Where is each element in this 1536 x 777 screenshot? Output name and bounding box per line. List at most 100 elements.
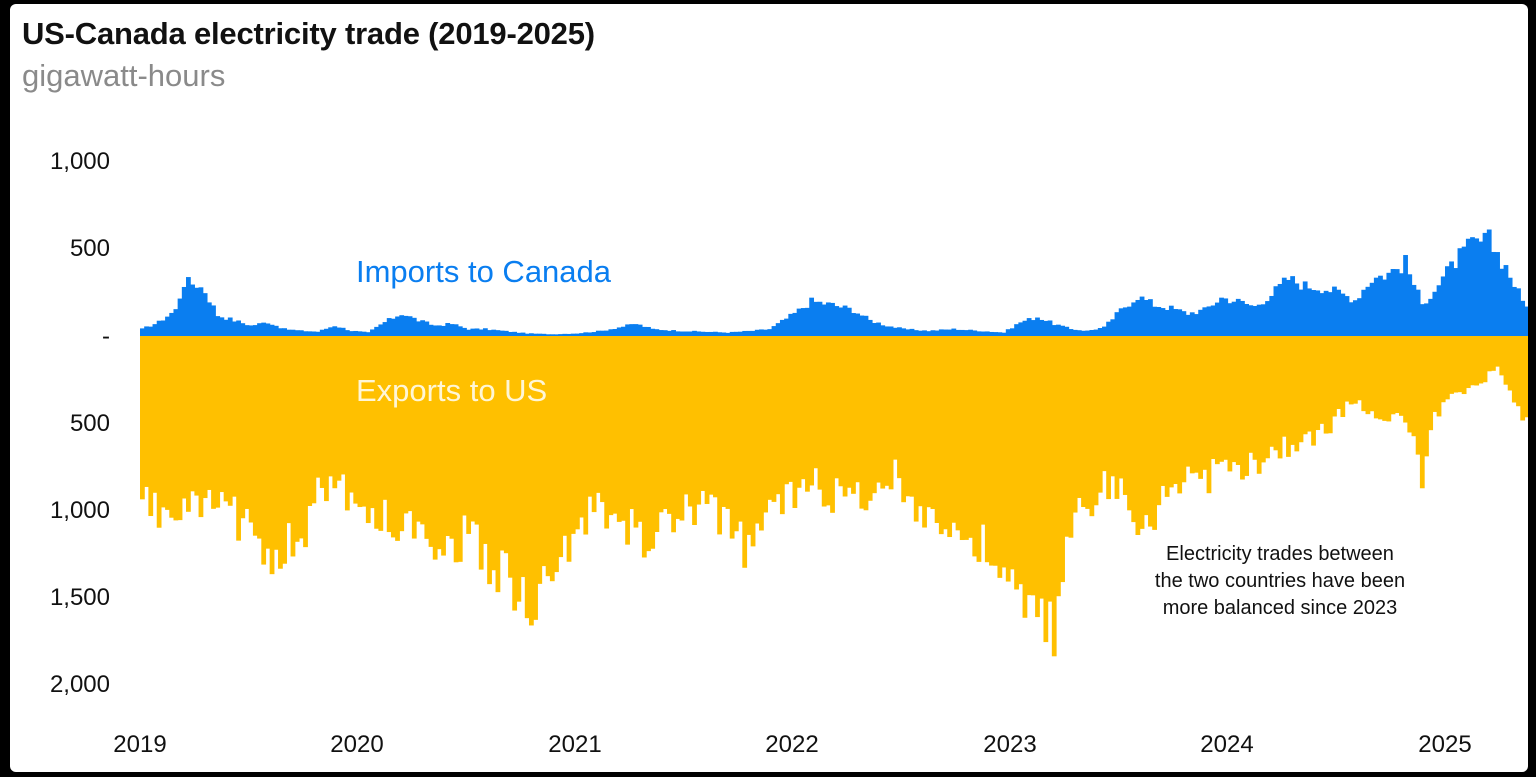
- exports-bar: [1457, 336, 1463, 393]
- imports-bar: [629, 324, 635, 336]
- imports-bar: [1089, 329, 1095, 336]
- exports-bar: [871, 336, 877, 494]
- imports-bar: [215, 316, 221, 336]
- exports-bar: [600, 336, 605, 503]
- exports-bar: [420, 336, 426, 525]
- imports-bar: [922, 330, 927, 336]
- exports-bar: [495, 336, 501, 593]
- imports-bar: [1382, 279, 1388, 336]
- exports-bar: [1319, 336, 1325, 424]
- imports-bar: [303, 331, 308, 336]
- exports-bar: [361, 336, 367, 507]
- imports-bar: [1486, 229, 1492, 336]
- exports-bar: [717, 336, 722, 535]
- exports-bar: [537, 336, 543, 584]
- imports-bar: [909, 328, 915, 336]
- exports-bar: [1005, 336, 1011, 582]
- imports-bar: [738, 331, 743, 336]
- imports-bar: [1520, 300, 1526, 336]
- imports-bar: [403, 315, 409, 336]
- y-tick-label: 1,000: [50, 148, 110, 175]
- imports-bar: [1436, 285, 1442, 336]
- imports-bar: [838, 307, 844, 336]
- exports-bar: [738, 336, 743, 522]
- imports-bar: [984, 331, 990, 336]
- exports-bar: [240, 336, 246, 519]
- imports-series-label: Imports to Canada: [356, 254, 612, 289]
- imports-bar: [186, 277, 191, 336]
- exports-bar: [1340, 336, 1346, 418]
- exports-bar: [303, 336, 308, 548]
- exports-bar: [357, 336, 363, 508]
- imports-bar: [386, 318, 392, 336]
- exports-bar: [838, 336, 844, 487]
- exports-bar: [386, 336, 392, 533]
- exports-bar: [1478, 336, 1484, 384]
- exports-bar: [1202, 336, 1208, 470]
- exports-bar: [1286, 336, 1291, 457]
- imports-bar: [1139, 296, 1145, 336]
- exports-bar: [859, 336, 865, 509]
- exports-bar: [1407, 336, 1413, 433]
- exports-bar: [474, 336, 480, 525]
- imports-bar: [1344, 296, 1350, 336]
- imports-bar: [662, 330, 668, 336]
- exports-bar: [980, 336, 986, 525]
- y-tick-label: 2,000: [50, 671, 110, 698]
- exports-bar: [1449, 336, 1454, 394]
- exports-bar: [754, 336, 760, 524]
- imports-bar: [1223, 298, 1229, 336]
- exports-bar: [1185, 336, 1191, 467]
- imports-bar: [1189, 312, 1195, 336]
- imports-bar: [1327, 292, 1333, 336]
- imports-bar: [654, 329, 660, 336]
- exports-bar: [520, 336, 526, 578]
- exports-bar: [1281, 336, 1287, 437]
- exports-bar: [344, 336, 350, 511]
- imports-bar: [1152, 306, 1157, 336]
- imports-bar: [420, 320, 426, 336]
- exports-bar: [370, 336, 375, 509]
- exports-bar: [800, 336, 806, 480]
- imports-bar: [784, 318, 789, 336]
- chart-title: US-Canada electricity trade (2019-2025): [22, 16, 595, 51]
- imports-bar: [190, 284, 195, 336]
- imports-bar: [374, 326, 380, 336]
- exports-bar: [1382, 336, 1388, 421]
- imports-bar: [650, 328, 656, 336]
- exports-bar: [503, 336, 509, 554]
- exports-bar: [324, 336, 329, 502]
- exports-bar: [1453, 336, 1459, 393]
- exports-bar: [943, 336, 948, 530]
- imports-bar: [779, 319, 785, 336]
- imports-bar: [959, 329, 965, 336]
- exports-bar: [227, 336, 233, 506]
- exports-bar: [671, 336, 676, 533]
- exports-bar: [955, 336, 961, 531]
- y-tick-label: -: [102, 323, 110, 350]
- imports-bar: [1390, 269, 1396, 336]
- imports-bar: [1336, 289, 1342, 336]
- imports-bar: [855, 313, 861, 336]
- imports-bar: [1415, 289, 1421, 336]
- imports-bar: [579, 333, 584, 336]
- exports-bar: [1240, 336, 1245, 480]
- exports-bar: [675, 336, 681, 519]
- exports-bar: [545, 336, 551, 577]
- exports-bar: [1390, 336, 1396, 415]
- exports-bar: [1102, 336, 1107, 472]
- exports-bar: [152, 336, 158, 493]
- imports-bar: [1164, 309, 1170, 336]
- exports-bar: [1386, 336, 1392, 422]
- imports-bar: [575, 333, 580, 336]
- imports-bar: [1256, 304, 1262, 336]
- imports-bar: [1035, 317, 1040, 336]
- exports-bar: [1231, 336, 1237, 463]
- imports-bar: [1445, 266, 1450, 336]
- exports-bar: [1486, 336, 1492, 372]
- imports-bar: [713, 331, 718, 336]
- imports-bar: [1005, 329, 1011, 336]
- imports-bar: [240, 323, 246, 336]
- imports-bar: [1440, 276, 1446, 336]
- imports-bar: [905, 329, 911, 336]
